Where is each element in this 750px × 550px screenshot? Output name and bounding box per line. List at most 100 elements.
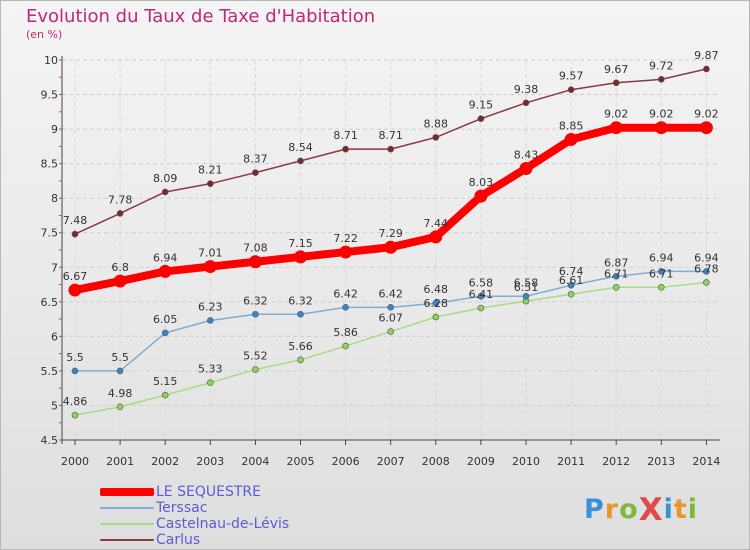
- data-point-le-sequestre: [248, 255, 262, 269]
- data-point-terssac: [657, 268, 665, 275]
- data-point-terssac: [252, 310, 259, 318]
- data-label-carlus: 7.48: [63, 214, 88, 227]
- data-label-carlus: 9.57: [559, 70, 584, 83]
- data-point-le-sequestre: [699, 121, 713, 135]
- data-label-castelnau-de-l-vis: 6.41: [469, 288, 494, 301]
- data-label-castelnau-de-l-vis: 6.28: [424, 297, 449, 310]
- data-point-castelnau-de-l-vis: [657, 284, 665, 291]
- data-point-le-sequestre: [519, 161, 533, 175]
- chart-title: Evolution du Taux de Taxe d'Habitation: [26, 6, 376, 27]
- data-point-castelnau-de-l-vis: [207, 379, 214, 386]
- data-label-castelnau-de-l-vis: 6.78: [694, 262, 719, 275]
- data-point-castelnau-de-l-vis: [342, 342, 349, 350]
- data-point-terssac: [522, 292, 530, 300]
- data-label-le-sequestre: 6.94: [153, 251, 178, 264]
- data-label-castelnau-de-l-vis: 4.86: [63, 395, 88, 408]
- x-tick-label: 2001: [106, 455, 134, 468]
- data-label-carlus: 8.88: [424, 117, 449, 130]
- data-label-castelnau-de-l-vis: 5.86: [333, 326, 358, 339]
- y-tick-label: 6.5: [41, 296, 59, 309]
- data-point-terssac: [297, 310, 304, 318]
- data-label-carlus: 8.21: [198, 164, 223, 177]
- chart-unit: (en %): [26, 28, 63, 41]
- data-label-le-sequestre: 7.22: [333, 232, 358, 245]
- legend-swatch-carlus: [100, 539, 154, 541]
- data-point-carlus: [703, 65, 710, 73]
- data-label-le-sequestre: 7.44: [424, 217, 449, 230]
- data-point-terssac: [612, 272, 620, 280]
- data-label-terssac: 6.42: [333, 287, 358, 300]
- data-point-carlus: [161, 188, 169, 196]
- data-point-terssac: [116, 367, 124, 375]
- data-point-le-sequestre: [654, 121, 668, 135]
- data-label-le-sequestre: 7.08: [243, 242, 268, 255]
- x-tick-label: 2006: [332, 455, 360, 468]
- data-point-le-sequestre: [339, 245, 353, 259]
- data-point-carlus: [207, 180, 214, 187]
- data-point-le-sequestre: [474, 189, 488, 203]
- data-point-carlus: [567, 86, 575, 94]
- legend-swatch-terssac: [100, 507, 154, 509]
- legend-item-terssac: Terssac: [100, 500, 289, 516]
- data-label-terssac: 6.87: [604, 256, 629, 269]
- x-tick-label: 2007: [377, 455, 405, 468]
- x-tick-label: 2012: [602, 455, 630, 468]
- data-label-carlus: 9.67: [604, 63, 629, 76]
- x-tick-label: 2010: [512, 455, 540, 468]
- data-label-castelnau-de-l-vis: 6.61: [559, 274, 584, 287]
- data-label-carlus: 8.71: [378, 129, 403, 142]
- x-tick-label: 2000: [61, 455, 89, 468]
- data-point-castelnau-de-l-vis: [612, 284, 620, 291]
- data-point-carlus: [657, 76, 665, 83]
- data-point-terssac: [387, 304, 395, 311]
- data-label-terssac: 5.5: [111, 351, 129, 364]
- y-tick-label: 9: [51, 123, 58, 136]
- data-point-le-sequestre: [429, 230, 443, 244]
- data-point-le-sequestre: [564, 132, 578, 146]
- data-point-carlus: [297, 157, 304, 165]
- legend-label-carlus: Carlus: [156, 532, 201, 548]
- data-label-le-sequestre: 7.01: [198, 247, 223, 260]
- data-point-terssac: [342, 304, 349, 311]
- data-point-carlus: [71, 230, 79, 238]
- data-label-terssac: 6.94: [694, 251, 719, 264]
- data-point-le-sequestre: [113, 274, 127, 288]
- data-label-terssac: 6.58: [514, 276, 539, 289]
- data-label-castelnau-de-l-vis: 6.71: [604, 267, 629, 280]
- legend: LE SEQUESTRE Terssac Castelnau-de-Lévis …: [100, 484, 289, 548]
- data-label-terssac: 6.58: [469, 276, 494, 289]
- data-label-le-sequestre: 7.29: [378, 227, 403, 240]
- data-point-castelnau-de-l-vis: [387, 328, 395, 335]
- data-label-le-sequestre: 8.43: [514, 148, 539, 161]
- data-label-terssac: 6.74: [559, 265, 584, 278]
- data-point-le-sequestre: [384, 240, 398, 254]
- data-label-carlus: 7.78: [108, 193, 133, 206]
- data-point-terssac: [432, 299, 440, 307]
- data-label-castelnau-de-l-vis: 5.52: [243, 350, 268, 363]
- data-point-castelnau-de-l-vis: [477, 304, 485, 312]
- data-label-carlus: 8.54: [288, 141, 313, 154]
- data-label-castelnau-de-l-vis: 5.66: [288, 340, 313, 353]
- proxiti-logo: ProXiti: [584, 492, 699, 528]
- data-point-carlus: [612, 79, 620, 87]
- data-point-le-sequestre: [203, 260, 217, 274]
- data-label-carlus: 9.87: [694, 49, 719, 62]
- data-label-terssac: 6.42: [378, 287, 403, 300]
- y-tick-label: 10: [44, 54, 58, 67]
- data-label-carlus: 9.15: [469, 99, 494, 112]
- legend-label-terssac: Terssac: [156, 500, 208, 516]
- y-tick-label: 5: [51, 399, 58, 412]
- data-label-le-sequestre: 6.67: [63, 270, 88, 283]
- data-label-carlus: 9.38: [514, 83, 539, 96]
- data-label-castelnau-de-l-vis: 6.07: [378, 312, 403, 325]
- data-point-carlus: [522, 99, 530, 107]
- data-point-castelnau-de-l-vis: [71, 411, 79, 419]
- data-label-carlus: 8.09: [153, 172, 178, 185]
- data-point-carlus: [116, 210, 124, 217]
- data-point-terssac: [71, 367, 79, 375]
- data-point-castelnau-de-l-vis: [252, 366, 259, 373]
- data-point-le-sequestre: [294, 250, 307, 264]
- data-point-castelnau-de-l-vis: [567, 290, 575, 298]
- legend-item-le-sequestre: LE SEQUESTRE: [100, 484, 289, 500]
